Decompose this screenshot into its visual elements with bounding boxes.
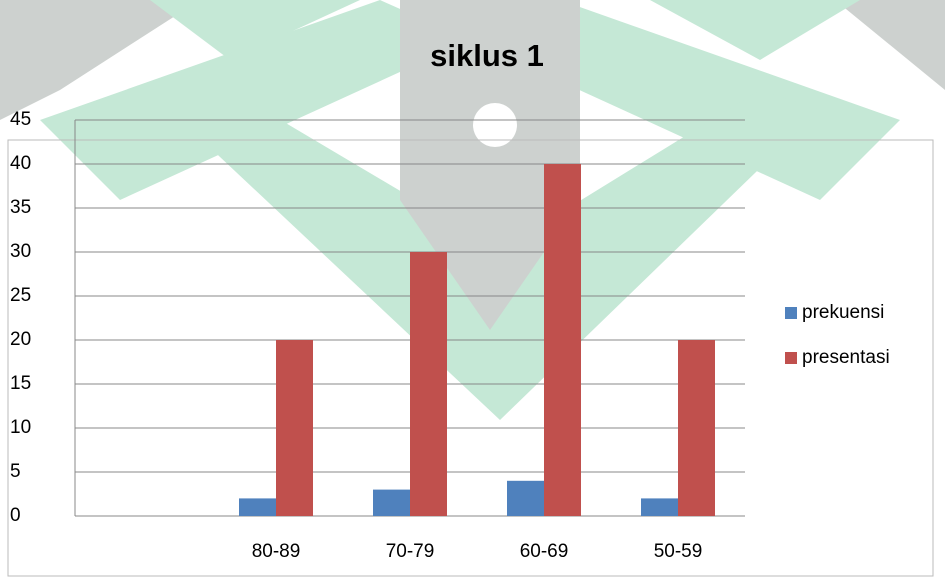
bar [678, 340, 715, 516]
bar [239, 498, 276, 516]
bar [276, 340, 313, 516]
legend-label: presentasi [802, 347, 890, 368]
chart-border [7, 139, 934, 577]
bar [544, 164, 581, 516]
y-tick-label: 15 [10, 373, 31, 394]
x-tick-label: 70-79 [386, 541, 435, 562]
y-tick-label: 35 [10, 197, 31, 218]
y-tick-label: 40 [10, 153, 31, 174]
bar [410, 252, 447, 516]
y-tick-label: 0 [10, 505, 21, 526]
y-tick-label: 20 [10, 329, 31, 350]
y-tick-label: 45 [10, 109, 31, 130]
legend-label: prekuensi [802, 302, 884, 323]
legend-swatch [785, 352, 797, 364]
y-tick-label: 25 [10, 285, 31, 306]
bar [373, 489, 410, 516]
bar [507, 480, 544, 516]
legend-swatch [785, 307, 797, 319]
bar [641, 498, 678, 516]
y-tick-label: 5 [10, 461, 21, 482]
watermark [0, 0, 945, 420]
chart-title: siklus 1 [430, 38, 544, 73]
y-tick-label: 30 [10, 241, 31, 262]
x-tick-label: 50-59 [654, 541, 703, 562]
x-tick-label: 80-89 [252, 541, 301, 562]
x-tick-label: 60-69 [520, 541, 569, 562]
y-tick-label: 10 [10, 417, 31, 438]
